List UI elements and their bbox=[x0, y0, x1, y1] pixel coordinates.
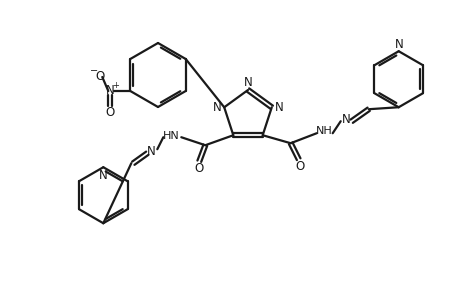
Text: N: N bbox=[147, 145, 156, 158]
Text: O: O bbox=[195, 162, 204, 175]
Text: O: O bbox=[295, 160, 304, 173]
Text: −: − bbox=[90, 66, 98, 76]
Text: N: N bbox=[244, 77, 252, 90]
Text: N: N bbox=[106, 84, 115, 97]
Text: O: O bbox=[95, 70, 105, 83]
Text: N: N bbox=[342, 113, 351, 126]
Text: NH: NH bbox=[316, 126, 333, 136]
Text: N: N bbox=[395, 38, 404, 51]
Text: N: N bbox=[274, 101, 283, 114]
Text: O: O bbox=[106, 106, 115, 118]
Text: HN: HN bbox=[163, 131, 179, 141]
Text: N: N bbox=[99, 169, 108, 182]
Text: +: + bbox=[112, 81, 119, 91]
Text: N: N bbox=[213, 101, 222, 114]
